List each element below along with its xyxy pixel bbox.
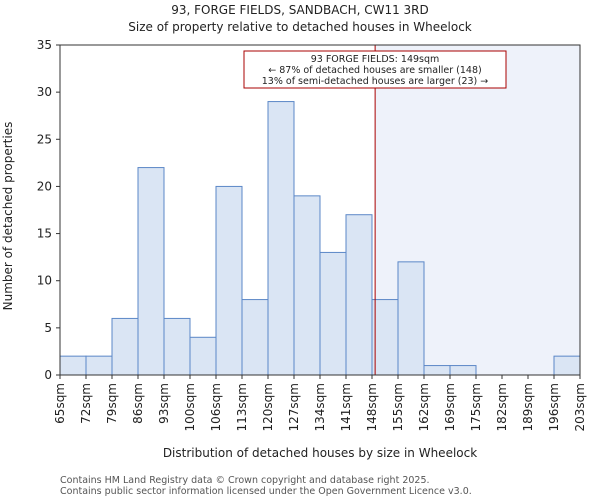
y-tick-label-15: 15 [37,227,52,241]
x-tick-label-148sqm: 148sqm [365,383,379,431]
bar-141sqm [345,214,373,376]
bar-113sqm [241,299,269,376]
bar-93sqm [163,317,191,376]
x-tick-label-169sqm: 169sqm [443,383,457,431]
annotation-line2: ← 87% of detached houses are smaller (14… [268,65,481,76]
y-ticks: 0 5 10 15 20 25 30 35 [37,38,60,382]
x-tick-label-113sqm: 113sqm [235,383,249,431]
x-tick-label-162sqm: 162sqm [417,383,431,431]
y-tick-label-25: 25 [37,132,52,146]
y-tick-label-5: 5 [44,321,52,335]
footer-line1: Contains HM Land Registry data © Crown c… [60,475,430,486]
x-tick-label-155sqm: 155sqm [391,383,405,431]
bar-196sqm [553,355,581,376]
chart-title-line2: Size of property relative to detached ho… [128,20,472,34]
x-tick-label-203sqm: 203sqm [573,383,587,431]
bar-100sqm [189,336,217,376]
y-tick-label-10: 10 [37,274,52,288]
chart-title-line1: 93, FORGE FIELDS, SANDBACH, CW11 3RD [171,3,429,17]
x-tick-label-196sqm: 196sqm [547,383,561,431]
y-tick-label-30: 30 [37,85,52,99]
y-axis-label: Number of detached properties [1,122,15,311]
annotation-line1: 93 FORGE FIELDS: 149sqm [311,54,440,65]
bar-127sqm [293,195,321,376]
x-tick-label-141sqm: 141sqm [339,383,353,431]
bar-86sqm [137,167,165,376]
bar-79sqm [111,317,139,376]
x-ticks: 65sqm 72sqm 79sqm 86sqm 93sqm 100sqm 106sqm 113… [53,375,587,431]
x-tick-label-93sqm: 93sqm [157,383,171,424]
y-tick-label-20: 20 [37,179,52,193]
marker-annotation: 93 FORGE FIELDS: 149sqm ← 87% of detache… [243,50,507,89]
bar-72sqm [85,355,113,376]
x-tick-label-106sqm: 106sqm [209,383,223,431]
bar-106sqm [215,185,243,376]
x-tick-label-79sqm: 79sqm [105,383,119,424]
bar-134sqm [319,251,347,376]
x-tick-label-86sqm: 86sqm [131,383,145,424]
chart-title: 93, FORGE FIELDS, SANDBACH, CW11 3RD Siz… [128,3,472,34]
bar-169sqm [449,365,477,376]
x-tick-label-175sqm: 175sqm [469,383,483,431]
x-tick-label-120sqm: 120sqm [261,383,275,431]
bars [59,101,581,376]
x-axis-label: Distribution of detached houses by size … [163,446,477,460]
footer-line2: Contains public sector information licen… [60,486,472,497]
bar-155sqm [397,261,425,376]
annotation-box [243,50,507,89]
x-tick-label-134sqm: 134sqm [313,383,327,431]
x-tick-label-189sqm: 189sqm [521,383,535,431]
x-tick-label-100sqm: 100sqm [183,383,197,431]
bar-120sqm [267,101,295,376]
footer: Contains HM Land Registry data © Crown c… [60,475,472,497]
x-tick-label-182sqm: 182sqm [495,383,509,431]
bar-65sqm [59,355,87,376]
y-tick-label-35: 35 [37,38,52,52]
annotation-line3: 13% of semi-detached houses are larger (… [262,76,489,87]
bar-148sqm [371,299,399,376]
x-tick-label-127sqm: 127sqm [287,383,301,431]
x-tick-label-65sqm: 65sqm [53,383,67,424]
x-tick-label-72sqm: 72sqm [79,383,93,424]
bar-162sqm [423,365,451,376]
y-tick-label-0: 0 [44,368,52,382]
